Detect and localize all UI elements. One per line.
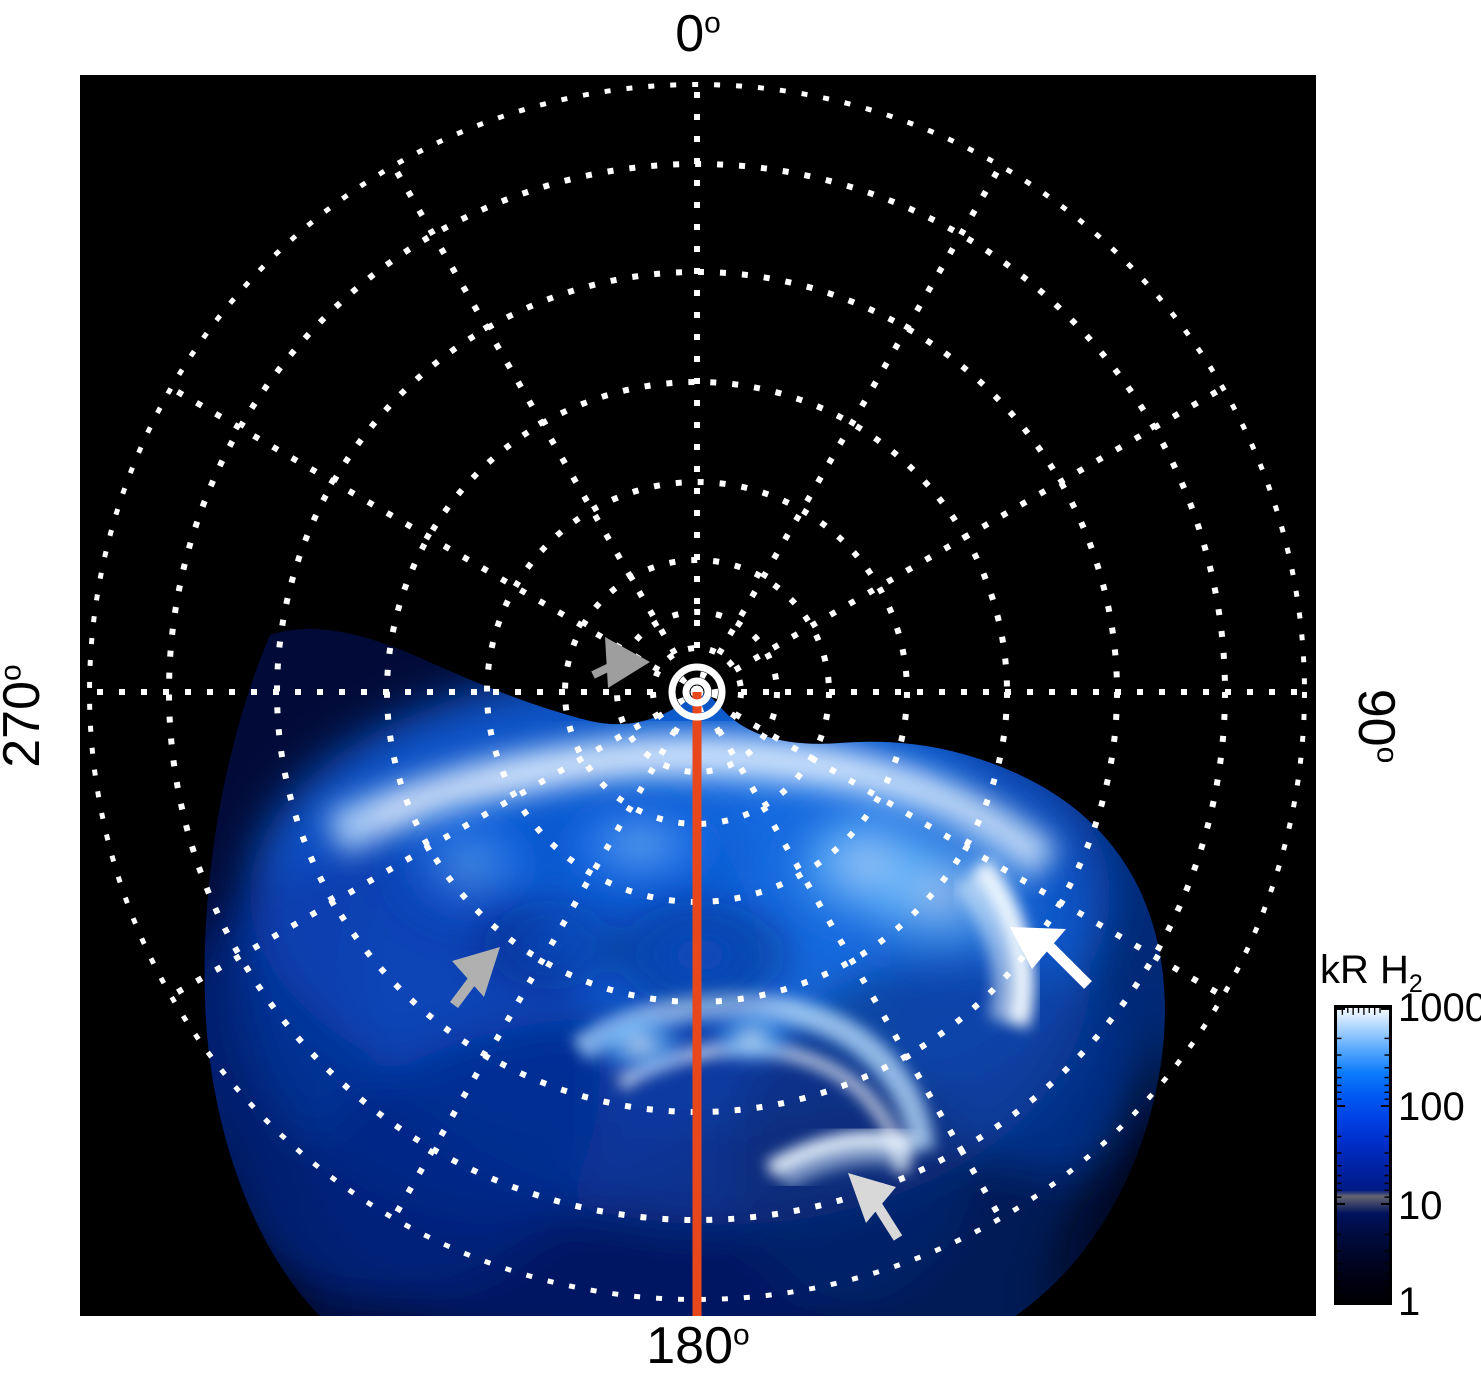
axis-label-left-value: 270 xyxy=(0,680,51,768)
grid-spoke-60 xyxy=(695,385,1225,695)
axis-label-top: 0o xyxy=(0,8,1396,60)
pole-marker xyxy=(668,663,726,721)
grid-spoke-330 xyxy=(390,163,700,694)
grid-spoke-150 xyxy=(694,690,1004,1221)
degree-symbol-right: o xyxy=(1370,746,1404,764)
grid-spoke-240 xyxy=(169,689,699,999)
axis-label-left: 270o xyxy=(0,636,51,796)
axis-label-bottom-value: 180 xyxy=(646,1317,734,1375)
grid-ring-50 xyxy=(484,479,910,905)
degree-symbol-top: o xyxy=(704,6,721,40)
axis-label-top-value: 0 xyxy=(675,5,705,63)
axis-label-right: 90o xyxy=(1347,646,1405,806)
colorbar: kR H2 xyxy=(1318,948,1481,1324)
colorbar-title-subscript: 2 xyxy=(1408,970,1423,998)
colorbar-title: kR H2 xyxy=(1320,948,1423,997)
colorbar-tick-100: 100 xyxy=(1398,1085,1465,1129)
grid-spoke-300 xyxy=(169,385,699,695)
colorbar-tick-1: 1 xyxy=(1398,1280,1421,1324)
grid-ring-90 xyxy=(87,82,1307,1302)
colorbar-tick-10: 10 xyxy=(1398,1184,1443,1228)
polar-plot-panel xyxy=(80,75,1316,1316)
axis-label-bottom: 180o xyxy=(0,1320,1396,1372)
colorbar-ticks xyxy=(1337,1008,1389,1302)
annotation-arrow-3 xyxy=(1010,927,1092,989)
degree-symbol-bottom: o xyxy=(733,1318,750,1352)
annotation-arrow-1 xyxy=(591,637,650,688)
grid-spoke-210 xyxy=(390,690,700,1221)
grid-spoke-120 xyxy=(695,689,1225,999)
grid-ring-30 xyxy=(614,609,780,775)
grid-ring-10 xyxy=(676,671,718,713)
colorbar-tick-1000: 1000 xyxy=(1398,986,1481,1030)
annotation-arrow-2 xyxy=(450,947,500,1008)
annotation-arrow-4 xyxy=(848,1173,903,1241)
polar-plot-svg xyxy=(80,75,1316,1316)
colorbar-gradient xyxy=(1334,1005,1392,1305)
degree-symbol-left: o xyxy=(0,664,28,681)
axis-label-right-value: 90 xyxy=(1347,688,1405,747)
grid-spoke-30 xyxy=(694,163,1004,694)
polar-grid xyxy=(87,82,1307,1302)
colorbar-title-main: kR H xyxy=(1320,948,1409,992)
